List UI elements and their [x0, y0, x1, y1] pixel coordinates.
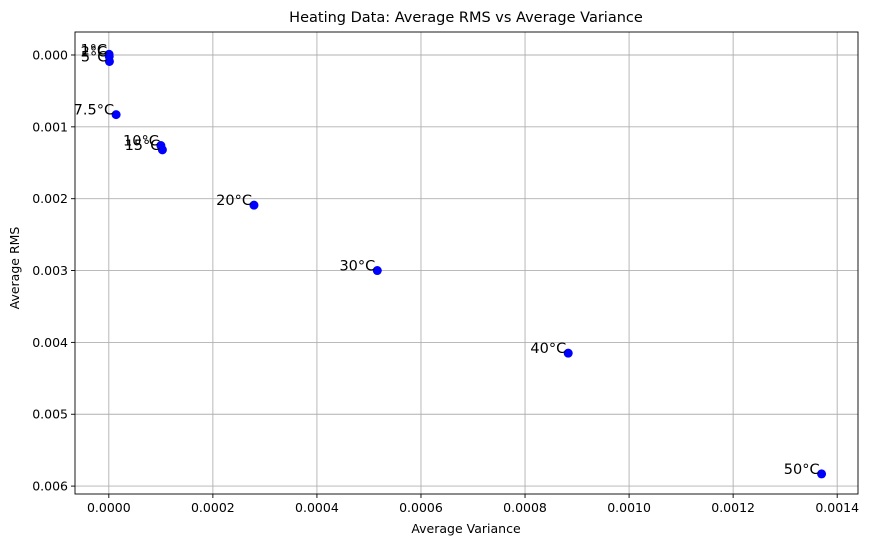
x-tick-label: 0.0012 — [711, 500, 755, 515]
y-tick-label: 0.002 — [32, 191, 68, 206]
scatter-point — [372, 266, 382, 276]
grid-lines — [75, 32, 858, 494]
y-axis-label: Average RMS — [7, 227, 22, 310]
x-tick-label: 0.0002 — [191, 500, 235, 515]
point-label: 5°C — [81, 49, 108, 65]
x-tick-label: 0.0008 — [503, 500, 547, 515]
axis-ticks: 0.0000 0.0002 0.0004 0.0006 0.0008 0.0010 0.00… — [32, 47, 859, 515]
y-tick-label: 0.001 — [32, 119, 68, 134]
point-label: 1°C — [80, 42, 107, 58]
plot-frame — [74, 31, 859, 495]
x-tick-label: 0.0004 — [295, 500, 339, 515]
y-tick-label: 0.003 — [32, 263, 68, 278]
scatter-point — [111, 110, 121, 120]
y-tick-label: 0.004 — [32, 335, 68, 350]
y-tick-label: 0.006 — [32, 479, 68, 494]
scatter-point — [157, 145, 167, 155]
data-points — [104, 49, 827, 479]
point-label: 10°C — [123, 134, 159, 150]
point-label: 20°C — [216, 193, 252, 209]
scatter-point — [817, 469, 827, 479]
x-tick-label: 0.0014 — [815, 500, 859, 515]
chart-title: Heating Data: Average RMS vs Average Var… — [289, 10, 643, 26]
x-tick-label: 0.0006 — [399, 500, 443, 515]
scatter-point — [104, 56, 114, 66]
scatter-point — [249, 200, 259, 210]
x-tick-label: 0.0000 — [87, 500, 131, 515]
y-tick-label: 0.005 — [32, 407, 68, 422]
point-label: 30°C — [339, 259, 375, 275]
scatter-point — [563, 348, 573, 358]
x-axis-label: Average Variance — [411, 521, 521, 536]
point-label: 7.5°C — [74, 103, 114, 119]
point-label: 50°C — [784, 462, 820, 478]
point-label: 2°C — [81, 44, 108, 60]
point-label: 15°C — [125, 138, 161, 154]
y-tick-label: 0.000 — [32, 47, 68, 62]
x-tick-label: 0.0010 — [607, 500, 651, 515]
point-labels: 1°C2°C5°C 7.5°C 10°C15°C 20°C 30°C 40°C 50°C — [74, 42, 820, 478]
point-label: 40°C — [530, 341, 566, 357]
